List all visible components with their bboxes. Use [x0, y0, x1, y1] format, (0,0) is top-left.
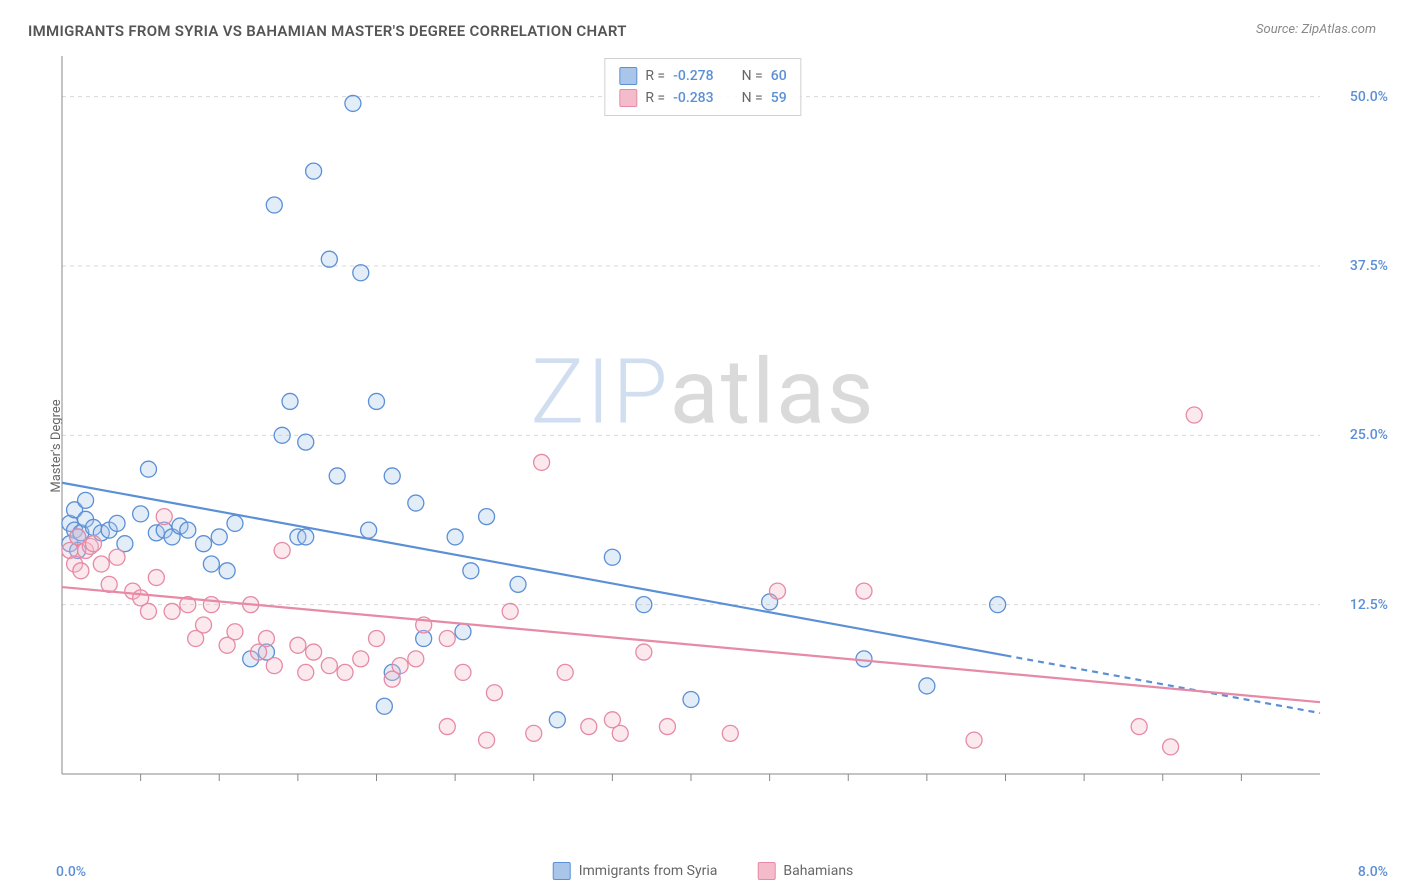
y-tick-label: 50.0% [1350, 89, 1388, 105]
y-tick-label: 37.5% [1350, 258, 1388, 274]
swatch-bottom-syria [553, 862, 571, 880]
source-attribution: Source: ZipAtlas.com [1256, 22, 1376, 37]
r-label-syria: R = [645, 68, 665, 84]
n-value-bahamians: 59 [771, 90, 787, 106]
source-prefix: Source: [1256, 22, 1301, 37]
correlation-legend-row-syria: R = -0.278 N = 60 [619, 65, 786, 87]
x-axis-min-label: 0.0% [56, 864, 86, 880]
swatch-bottom-bahamians [757, 862, 775, 880]
source-link[interactable]: ZipAtlas.com [1301, 22, 1376, 37]
r-label-bahamians: R = [645, 90, 665, 106]
series-label-syria: Immigrants from Syria [579, 863, 718, 879]
n-label-syria: N = [742, 68, 763, 84]
y-tick-label: 12.5% [1350, 597, 1388, 613]
x-axis-max-label: 8.0% [1358, 864, 1388, 880]
series-legend-item-bahamians: Bahamians [757, 862, 853, 880]
correlation-legend-row-bahamians: R = -0.283 N = 59 [619, 87, 786, 109]
r-value-syria: -0.278 [673, 68, 713, 84]
chart-title: IMMIGRANTS FROM SYRIA VS BAHAMIAN MASTER… [28, 22, 627, 40]
series-legend: Immigrants from Syria Bahamians [553, 862, 854, 880]
r-value-bahamians: -0.283 [673, 90, 713, 106]
y-tick-label: 25.0% [1350, 427, 1388, 443]
n-label-bahamians: N = [742, 90, 763, 106]
scatter-plot [56, 50, 1326, 810]
n-value-syria: 60 [771, 68, 787, 84]
swatch-syria [619, 67, 637, 85]
swatch-bahamians [619, 89, 637, 107]
correlation-legend: R = -0.278 N = 60 R = -0.283 N = 59 [604, 58, 801, 116]
series-label-bahamians: Bahamians [783, 863, 853, 879]
series-legend-item-syria: Immigrants from Syria [553, 862, 718, 880]
